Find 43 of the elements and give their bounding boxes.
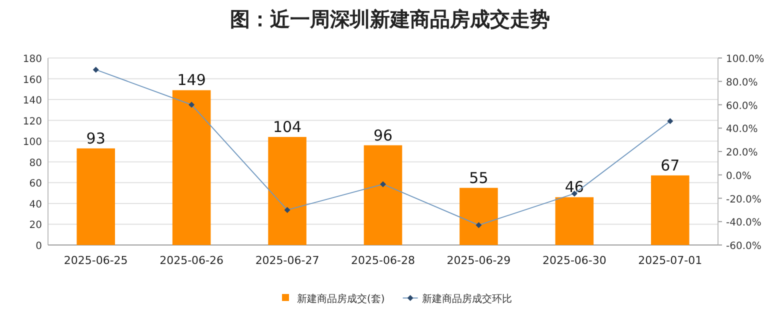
- x-tick-label: 2025-06-28: [351, 254, 415, 267]
- x-tick-label: 2025-06-30: [542, 254, 606, 267]
- bar: [268, 136, 306, 245]
- data-label: 46: [564, 178, 584, 196]
- y2-tick-label: 60.0%: [726, 100, 758, 112]
- y2-tick-label: 80.0%: [726, 77, 758, 88]
- bar: [555, 197, 594, 245]
- y-tick-label: 140: [22, 96, 42, 107]
- y2-tick-label: 100.0%: [726, 54, 764, 65]
- x-tick-label: 2025-06-29: [446, 254, 511, 267]
- bar: [460, 188, 498, 245]
- data-label: 67: [660, 156, 680, 174]
- bar: [172, 90, 211, 245]
- data-label: 55: [469, 168, 488, 187]
- x-tick-label: 2025-07-01: [638, 254, 702, 267]
- y2-tick-label: -20.0%: [726, 194, 762, 206]
- x-tick-label: 2025-06-25: [64, 254, 128, 267]
- bar: [651, 175, 690, 245]
- data-label: 93: [86, 129, 106, 148]
- bar: [364, 145, 402, 245]
- y2-tick-label: 20.0%: [726, 148, 758, 158]
- y-tick-label: 20: [29, 220, 42, 232]
- y-tick-label: 100: [22, 137, 42, 148]
- y-tick-label: 40: [29, 199, 42, 210]
- legend-label: 新建商品房成交环比: [422, 293, 512, 305]
- y-tick-label: 60: [29, 178, 42, 190]
- y-tick-label: 80: [29, 158, 42, 169]
- y2-tick-label: 40.0%: [726, 124, 758, 136]
- y-tick-label: 160: [22, 74, 42, 86]
- y2-tick-label: 0.0%: [726, 170, 752, 182]
- x-tick-label: 2025-06-26: [160, 254, 224, 267]
- x-tick-label: 2025-06-27: [255, 254, 320, 267]
- y-tick-label: 0: [36, 241, 42, 252]
- data-label: 96: [373, 126, 393, 144]
- bar: [76, 148, 115, 245]
- data-label: 149: [177, 71, 206, 90]
- y-tick-label: 120: [22, 116, 42, 128]
- y2-tick-label: -60.0%: [726, 241, 762, 252]
- legend-label: 新建商品房成交(套): [297, 293, 385, 305]
- y-tick-label: 180: [22, 54, 42, 65]
- data-label: 104: [272, 118, 302, 136]
- y2-tick-label: -40.0%: [726, 218, 762, 229]
- chart-title: 图：近一周深圳新建商品房成交走势: [230, 7, 550, 31]
